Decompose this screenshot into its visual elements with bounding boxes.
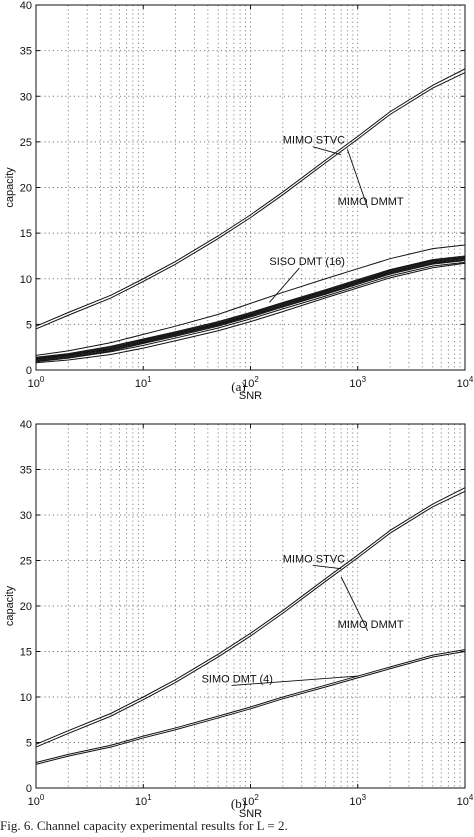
series-line-2 [35,490,466,748]
series-line-4 [35,255,466,358]
y-axis-label: capacity [4,167,16,208]
y-tick-label: 5 [26,319,32,331]
series-line-1 [35,487,466,745]
annotation-leader-line [231,675,358,686]
series-line-4 [35,651,466,765]
series-line-8 [35,259,466,361]
series-line-3 [35,244,466,356]
series-line-7 [35,258,466,360]
y-tick-label: 40 [20,0,32,12]
x-tick-label: 100 [28,375,45,390]
y-tick-label: 25 [20,556,32,568]
annotation-label: MIMO DMMT [338,619,404,631]
y-tick-label: 0 [26,365,32,377]
x-tick-label: 103 [349,375,366,390]
annotation-leader-line [346,149,369,208]
y-tick-label: 20 [20,183,32,195]
series-line-2 [35,72,466,330]
series-line-11 [35,262,466,364]
x-tick-label: 101 [135,375,152,390]
series-line-10 [35,261,466,363]
x-tick-label: 102 [242,375,259,390]
annotation-label: SISO DMT (16) [269,256,345,268]
x-tick-label: 103 [349,793,366,808]
y-tick-label: 40 [20,419,32,431]
y-tick-label: 0 [26,783,32,795]
annotation-leader-line [340,576,369,632]
annotation-leader-line [312,564,342,570]
annotation-label: MIMO STVC [283,135,345,147]
x-tick-label: 104 [457,793,474,808]
series-line-5 [35,256,466,359]
y-tick-label: 30 [20,91,32,103]
series-line-9 [35,260,466,362]
y-tick-label: 10 [20,274,32,286]
x-tick-label: 101 [135,793,152,808]
annotation-label: SIMO DMT (4) [202,673,273,685]
y-tick-label: 10 [20,692,32,704]
y-tick-label: 20 [20,601,32,613]
panel-label: (b) [231,796,246,811]
chart-panel-b: 0 5 10 15 20 25 30 35 40 100 101 102 103 104 SNR capaci… [4,419,474,820]
annotation-leader-line [312,146,342,156]
x-axis-label: SNR [239,808,262,820]
y-tick-label: 15 [20,228,32,240]
x-tick-label: 104 [457,375,474,390]
annotation-label: MIMO STVC [283,553,345,565]
y-tick-label: 30 [20,510,32,522]
y-axis-label: capacity [4,585,16,626]
y-tick-label: 25 [20,137,32,149]
y-tick-label: 35 [20,465,32,477]
figure-caption: Fig. 6. Channel capacity experimental re… [0,818,288,833]
panel-label: (a) [231,379,245,394]
series-line-3 [35,649,466,764]
annotation-label: MIMO DMMT [338,196,404,208]
series-line-6 [35,257,466,360]
annotation-leader-line [269,267,300,303]
y-tick-label: 5 [26,738,32,750]
y-tick-label: 15 [20,647,32,659]
y-tick-label: 35 [20,46,32,58]
x-axis-label: SNR [239,390,262,402]
series-line-1 [35,68,466,327]
chart-panel-a: 0 5 10 15 20 25 30 35 40 100 101 102 103 104 SNR capaci… [4,0,474,402]
x-tick-label: 100 [28,793,45,808]
x-tick-label: 102 [242,793,259,808]
